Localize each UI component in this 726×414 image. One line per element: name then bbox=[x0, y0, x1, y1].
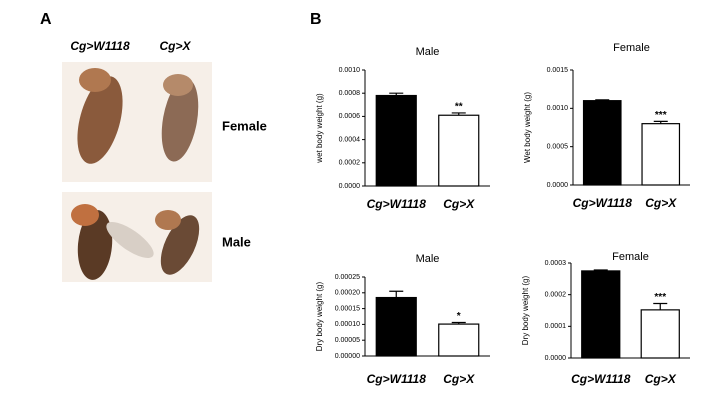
significance: *** bbox=[655, 110, 667, 121]
error-bar bbox=[595, 99, 610, 101]
error-bar bbox=[653, 302, 668, 310]
fly bbox=[161, 78, 199, 162]
y-tick-label: 0.0015 bbox=[547, 67, 569, 74]
x-tick-label: Cg>W1118 bbox=[367, 372, 427, 386]
x-tick-label: Cg>X bbox=[645, 372, 677, 386]
error-bar bbox=[389, 290, 404, 298]
x-tick-label: Cg>W1118 bbox=[367, 197, 427, 211]
chart-title: Female bbox=[613, 42, 650, 54]
error-bar bbox=[653, 120, 668, 124]
y-tick-label: 0.00020 bbox=[335, 290, 360, 297]
fly bbox=[77, 210, 113, 280]
fly-head bbox=[79, 68, 111, 92]
y-tick-label: 0.0004 bbox=[339, 136, 361, 143]
bar bbox=[438, 114, 480, 187]
y-tick-label: 0.0010 bbox=[547, 105, 569, 112]
x-tick-label: Cg>X bbox=[443, 197, 475, 211]
fly bbox=[160, 215, 200, 275]
y-axis-label: wet body weight (g) bbox=[315, 93, 324, 164]
y-axis-label: Dry body weight (g) bbox=[521, 275, 530, 345]
bar bbox=[581, 270, 621, 359]
x-tick-label: Cg>W1118 bbox=[573, 196, 633, 210]
error-bar bbox=[389, 92, 404, 96]
y-tick-label: 0.00025 bbox=[335, 274, 360, 281]
chart-title: Male bbox=[416, 253, 440, 265]
fly-head bbox=[155, 210, 181, 230]
chart-title: Male bbox=[416, 46, 440, 58]
x-tick-label: Cg>X bbox=[645, 196, 677, 210]
error-bar bbox=[451, 112, 466, 116]
y-axis-label: Dry body weight (g) bbox=[315, 281, 324, 351]
significance: * bbox=[457, 311, 461, 322]
y-tick-label: 0.0002 bbox=[339, 160, 361, 167]
y-tick-label: 0.00000 bbox=[335, 353, 360, 360]
fly-head bbox=[163, 74, 193, 96]
fly-wing bbox=[106, 221, 154, 259]
y-tick-label: 0.0006 bbox=[339, 113, 361, 120]
sex-label: Male bbox=[222, 234, 251, 249]
x-tick-label: Cg>W1118 bbox=[571, 372, 631, 386]
significance: ** bbox=[455, 102, 463, 113]
y-tick-label: 0.0000 bbox=[547, 182, 569, 189]
y-tick-label: 0.0010 bbox=[339, 67, 361, 74]
bar bbox=[375, 296, 417, 357]
bar bbox=[641, 123, 681, 186]
panel-label: B bbox=[310, 11, 322, 28]
genotype-label: Cg>W1118 bbox=[70, 39, 130, 53]
y-tick-label: 0.00005 bbox=[335, 337, 360, 344]
y-axis-label: Wet body weight (g) bbox=[523, 92, 532, 163]
sex-label: Female bbox=[222, 118, 267, 133]
fly-head bbox=[71, 204, 99, 226]
panel-label: A bbox=[40, 11, 52, 28]
fly-photos bbox=[62, 62, 212, 282]
bar bbox=[640, 309, 680, 359]
y-tick-label: 0.0001 bbox=[545, 323, 567, 330]
genotype-label: Cg>X bbox=[159, 39, 191, 53]
bar bbox=[582, 100, 622, 186]
error-bar bbox=[593, 269, 608, 271]
y-tick-label: 0.00010 bbox=[335, 321, 360, 328]
y-tick-label: 0.0000 bbox=[339, 183, 361, 190]
y-tick-label: 0.0003 bbox=[545, 260, 567, 267]
chart-title: Female bbox=[612, 251, 649, 263]
bar bbox=[375, 94, 417, 187]
bar bbox=[438, 323, 480, 357]
y-tick-label: 0.0008 bbox=[339, 90, 361, 97]
fly bbox=[77, 76, 123, 164]
y-tick-label: 0.00015 bbox=[335, 305, 360, 312]
error-bar bbox=[451, 321, 466, 325]
significance: *** bbox=[654, 292, 666, 303]
x-tick-label: Cg>X bbox=[443, 372, 475, 386]
y-tick-label: 0.0000 bbox=[545, 355, 567, 362]
y-tick-label: 0.0002 bbox=[545, 292, 567, 299]
y-tick-label: 0.0005 bbox=[547, 144, 569, 151]
